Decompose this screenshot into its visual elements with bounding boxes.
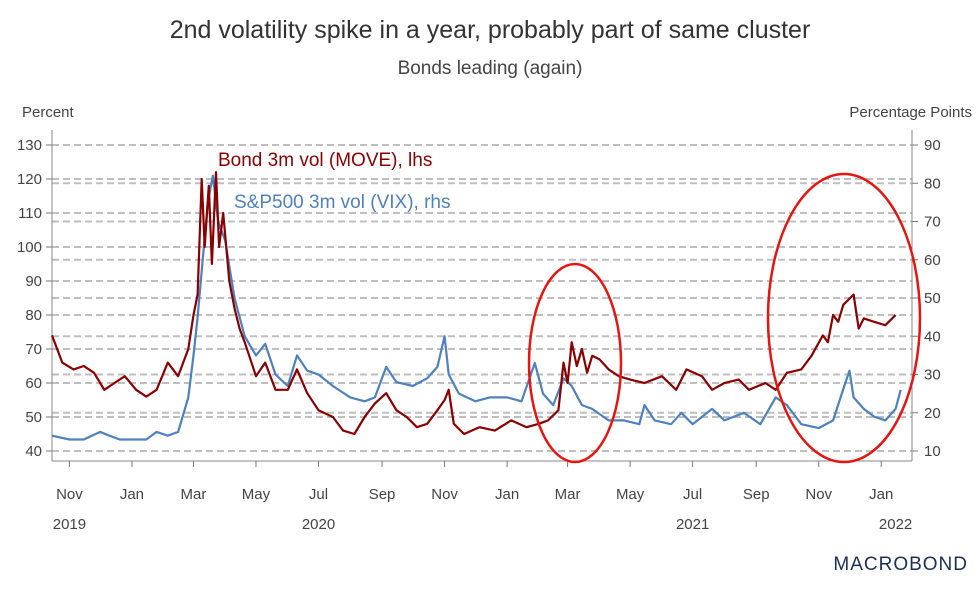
x-tick-label: Mar [181, 486, 207, 503]
right-tick-label: 90 [924, 137, 941, 154]
right-axis-label: Percentage Points [849, 104, 972, 121]
right-tick-label: 10 [924, 443, 941, 460]
x-tick-label: Nov [805, 486, 832, 503]
x-tick-label: Mar [555, 486, 581, 503]
x-tick-label: Sep [369, 486, 396, 503]
macrobond-logo: MACROBOND [833, 554, 968, 575]
left-tick-label: 50 [25, 409, 42, 426]
left-tick-label: 40 [25, 443, 42, 460]
axis-ticks: 40 50 60 70 80 90 100 110 120 130 10 20 30 40 50 60 70 80… [17, 130, 941, 533]
x-tick-label: Jan [120, 486, 144, 503]
x-tick-label: Jan [495, 486, 519, 503]
move-series-line [50, 171, 897, 436]
left-tick-label: 130 [17, 137, 42, 154]
x-tick-label: Jan [869, 486, 893, 503]
year-label: 2020 [302, 516, 335, 533]
right-tick-label: 60 [924, 252, 941, 269]
right-tick-label: 80 [924, 175, 941, 192]
left-tick-label: 90 [25, 273, 42, 290]
x-tick-label: Nov [56, 486, 83, 503]
x-tick-label: Jul [683, 486, 702, 503]
left-tick-label: 120 [17, 171, 42, 188]
chart-title: 2nd volatility spike in a year, probably… [169, 16, 811, 44]
x-tick-label: May [242, 486, 271, 503]
highlight-circle-2021-q1 [527, 262, 623, 464]
left-tick-label: 60 [25, 375, 42, 392]
vix-series-label: S&P500 3m vol (VIX), rhs [234, 192, 450, 213]
series-lines [50, 171, 902, 441]
left-tick-label: 70 [25, 341, 42, 358]
x-tick-label: Nov [431, 486, 458, 503]
right-tick-label: 20 [924, 405, 941, 422]
left-tick-label: 80 [25, 307, 42, 324]
year-label: 2021 [676, 516, 709, 533]
move-series-label: Bond 3m vol (MOVE), lhs [218, 150, 432, 171]
right-tick-label: 40 [924, 328, 941, 345]
left-axis-label: Percent [22, 104, 74, 121]
right-tick-label: 30 [924, 367, 941, 384]
right-tick-label: 50 [924, 290, 941, 307]
left-tick-label: 100 [17, 239, 42, 256]
left-tick-label: 110 [18, 205, 42, 222]
x-tick-label: May [616, 486, 645, 503]
highlight-circles [527, 172, 922, 464]
right-tick-label: 70 [924, 214, 941, 231]
vix-series-line [51, 174, 902, 441]
chart-subtitle: Bonds leading (again) [397, 58, 583, 79]
highlight-circle-2021-q4 [766, 172, 922, 464]
x-tick-label: Sep [743, 486, 770, 503]
year-label: 2019 [53, 516, 86, 533]
year-label: 2022 [879, 516, 912, 533]
x-tick-label: Jul [309, 486, 328, 503]
